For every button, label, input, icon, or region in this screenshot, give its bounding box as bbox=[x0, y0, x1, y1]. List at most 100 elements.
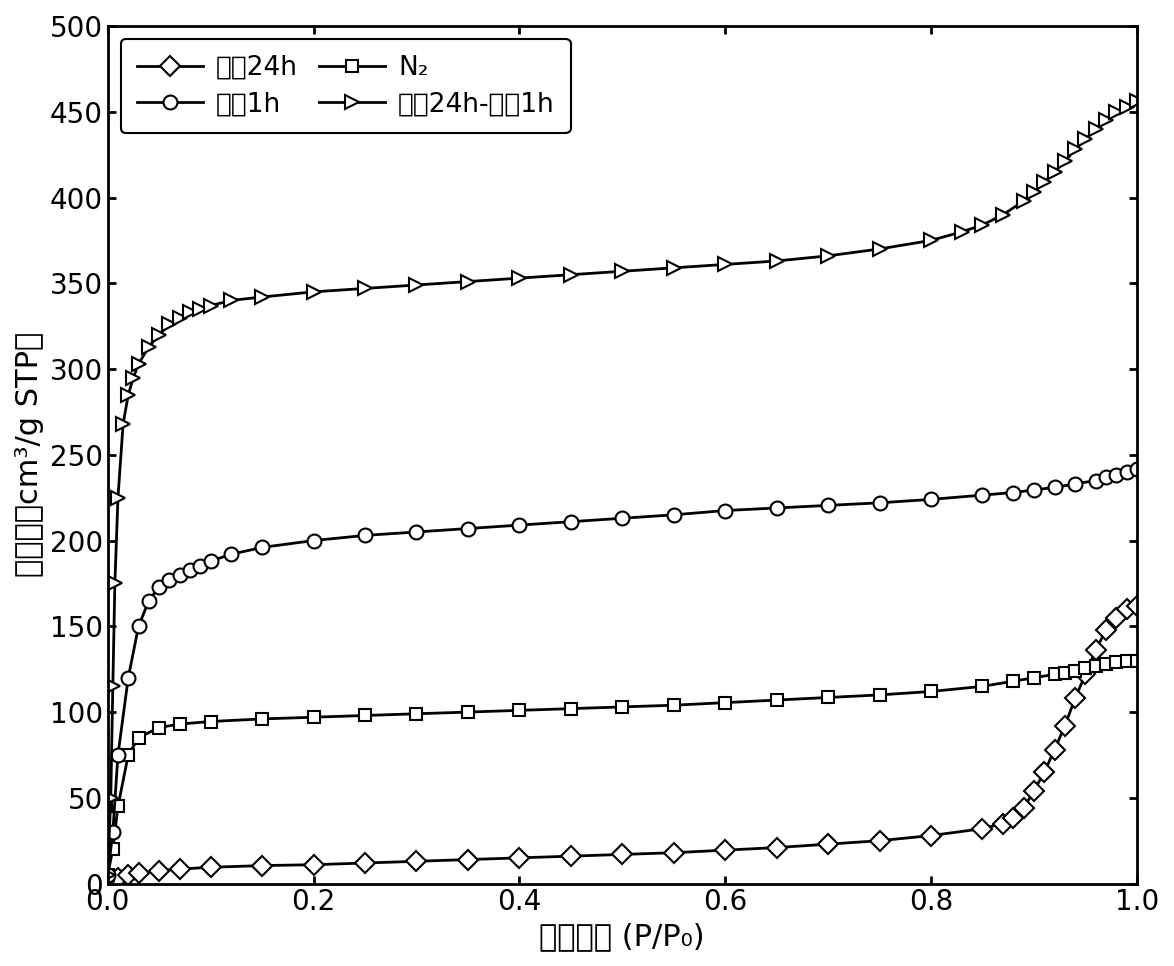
N₂ bbox=[770, 695, 784, 706]
水灀24h-熊盐1h bbox=[255, 291, 269, 302]
熊盐1h bbox=[924, 494, 938, 505]
水灀24h-熊盐1h bbox=[615, 266, 629, 277]
水灀24h bbox=[358, 857, 372, 868]
水灀24h bbox=[872, 835, 886, 846]
熊盐1h bbox=[512, 520, 526, 531]
水灀24h bbox=[255, 860, 269, 871]
熊盐1h bbox=[131, 620, 146, 632]
熊盐1h bbox=[153, 582, 167, 593]
N₂ bbox=[101, 869, 115, 881]
熊盐1h bbox=[1027, 484, 1041, 496]
水灀24h bbox=[1017, 803, 1031, 814]
水灀24h-熊盐1h bbox=[131, 358, 146, 370]
N₂ bbox=[110, 801, 124, 812]
水灀24h-熊盐1h bbox=[1109, 106, 1124, 118]
水灀24h bbox=[1099, 624, 1113, 636]
N₂ bbox=[358, 710, 372, 722]
N₂ bbox=[512, 704, 526, 716]
N₂ bbox=[1129, 655, 1143, 667]
N₂ bbox=[255, 713, 269, 724]
水灀24h-熊盐1h bbox=[1099, 115, 1113, 127]
N₂ bbox=[410, 708, 424, 720]
N₂ bbox=[615, 701, 629, 713]
水灀24h-熊盐1h bbox=[821, 250, 835, 262]
N₂ bbox=[203, 716, 217, 727]
N₂ bbox=[106, 843, 120, 855]
水灀24h bbox=[1079, 668, 1093, 680]
N₂ bbox=[306, 711, 321, 723]
Line: 水灀24h: 水灀24h bbox=[101, 599, 1143, 888]
N₂ bbox=[1006, 675, 1020, 687]
X-axis label: 相对压强 (P/P₀): 相对压强 (P/P₀) bbox=[540, 922, 706, 951]
水灀24h-熊盐1h bbox=[770, 255, 784, 267]
熊盐1h bbox=[106, 826, 120, 838]
水灀24h bbox=[1068, 693, 1082, 704]
水灀24h bbox=[1120, 604, 1134, 615]
N₂ bbox=[976, 680, 990, 692]
N₂ bbox=[924, 686, 938, 697]
熊盐1h bbox=[976, 490, 990, 501]
熊盐1h bbox=[564, 516, 578, 527]
Legend: 水灀24h, 熊盐1h, N₂, 水灀24h-熊盐1h: 水灀24h, 熊盐1h, N₂, 水灀24h-熊盐1h bbox=[121, 40, 571, 133]
水灀24h bbox=[1047, 744, 1061, 755]
熊盐1h bbox=[821, 499, 835, 511]
Line: 熊盐1h: 熊盐1h bbox=[101, 462, 1143, 882]
水灀24h-熊盐1h bbox=[872, 243, 886, 255]
熊盐1h bbox=[224, 549, 238, 560]
水灀24h bbox=[996, 818, 1010, 830]
水灀24h-熊盐1h bbox=[153, 329, 167, 341]
水灀24h bbox=[924, 830, 938, 841]
水灀24h bbox=[770, 841, 784, 853]
熊盐1h bbox=[306, 535, 321, 547]
水灀24h-熊盐1h bbox=[410, 279, 424, 291]
水灀24h-熊盐1h bbox=[108, 578, 122, 589]
熊盐1h bbox=[667, 509, 681, 521]
水灀24h-熊盐1h bbox=[954, 226, 969, 238]
熊盐1h bbox=[872, 497, 886, 509]
N₂ bbox=[718, 696, 733, 708]
水灀24h bbox=[173, 864, 187, 875]
水灀24h bbox=[667, 847, 681, 859]
熊盐1h bbox=[461, 523, 475, 534]
N₂ bbox=[821, 692, 835, 703]
熊盐1h bbox=[255, 542, 269, 554]
熊盐1h bbox=[121, 672, 135, 684]
水灀24h bbox=[1006, 812, 1020, 824]
熊盐1h bbox=[770, 502, 784, 514]
熊盐1h bbox=[101, 869, 115, 881]
水灀24h-熊盐1h bbox=[121, 389, 135, 401]
水灀24h-熊盐1h bbox=[1037, 176, 1051, 187]
水灀24h bbox=[131, 867, 146, 879]
水灀24h-熊盐1h bbox=[101, 869, 115, 881]
熊盐1h bbox=[1109, 469, 1124, 480]
N₂ bbox=[173, 719, 187, 730]
N₂ bbox=[1068, 666, 1082, 677]
水灀24h bbox=[110, 872, 124, 884]
水灀24h-熊盐1h bbox=[1027, 186, 1041, 198]
水灀24h-熊盐1h bbox=[1129, 96, 1143, 107]
N₂ bbox=[1079, 663, 1093, 674]
水灀24h-熊盐1h bbox=[306, 286, 321, 298]
水灀24h bbox=[1129, 600, 1143, 611]
水灀24h-熊盐1h bbox=[142, 341, 156, 353]
N₂ bbox=[1058, 667, 1072, 678]
水灀24h-熊盐1h bbox=[564, 269, 578, 280]
熊盐1h bbox=[194, 560, 208, 572]
水灀24h bbox=[203, 862, 217, 873]
水灀24h-熊盐1h bbox=[127, 372, 141, 384]
N₂ bbox=[1099, 658, 1113, 669]
熊盐1h bbox=[615, 512, 629, 524]
Line: N₂: N₂ bbox=[101, 654, 1143, 881]
N₂ bbox=[1109, 657, 1124, 668]
水灀24h-熊盐1h bbox=[110, 492, 124, 503]
水灀24h-熊盐1h bbox=[976, 219, 990, 231]
N₂ bbox=[872, 689, 886, 700]
水灀24h bbox=[461, 854, 475, 866]
水灀24h-熊盐1h bbox=[461, 275, 475, 287]
熊盐1h bbox=[173, 569, 187, 581]
熊盐1h bbox=[110, 750, 124, 761]
N₂ bbox=[461, 706, 475, 718]
水灀24h bbox=[106, 874, 120, 886]
熊盐1h bbox=[718, 505, 733, 517]
水灀24h-熊盐1h bbox=[173, 312, 187, 324]
